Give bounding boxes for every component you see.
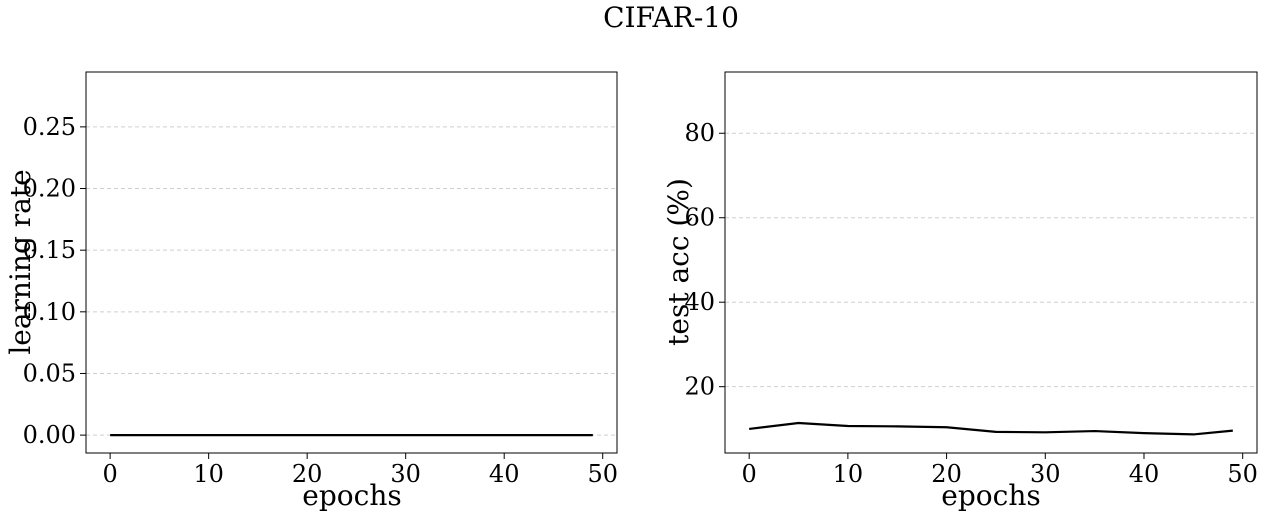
test-acc-gridlines xyxy=(725,132,1257,388)
learning-rate-x-tick-label: 30 xyxy=(390,460,421,488)
test-acc-series-line xyxy=(749,421,1233,436)
learning-rate-y-tick-label: 0.00 xyxy=(23,421,76,449)
learning-rate-ticks: 0.00 0.05 0.10 0.15 0.20 0.25 0 10 20 30 40 50 xyxy=(23,113,618,488)
test-acc-y-tick-label: 80 xyxy=(684,119,715,147)
figure-title: CIFAR-10 xyxy=(603,1,739,34)
test-acc-x-tick-label: 0 xyxy=(742,460,757,488)
learning-rate-y-tick-label: 0.20 xyxy=(23,175,76,203)
learning-rate-x-axis-label: epochs xyxy=(302,479,401,512)
learning-rate-y-tick-label: 0.15 xyxy=(23,236,76,264)
learning-rate-axes-frame xyxy=(85,71,618,454)
test-acc-x-tick-label: 40 xyxy=(1129,460,1160,488)
test-acc-x-tick-label: 10 xyxy=(833,460,864,488)
test-acc-series-layer xyxy=(749,421,1233,436)
learning-rate-y-axis-label: learning rate xyxy=(4,169,37,354)
test-acc-x-tick-label: 30 xyxy=(1030,460,1061,488)
test-acc-x-tick-label: 50 xyxy=(1227,460,1258,488)
test-acc-chart: 20 40 60 80 0 10 20 30 40 50 epochs test acc (%) xyxy=(662,71,1258,512)
test-acc-axes-frame xyxy=(724,71,1258,454)
learning-rate-y-tick-label: 0.05 xyxy=(23,359,76,387)
test-acc-y-axis-label: test acc (%) xyxy=(662,178,695,346)
test-acc-y-tick-label: 20 xyxy=(684,373,715,401)
learning-rate-x-tick-label: 10 xyxy=(193,460,224,488)
learning-rate-y-tick-label: 0.25 xyxy=(23,113,76,141)
learning-rate-chart: 0.00 0.05 0.10 0.15 0.20 0.25 0 10 20 30 40 50 epoc… xyxy=(4,71,618,512)
test-acc-y-tick-label: 40 xyxy=(684,288,715,316)
learning-rate-x-tick-label: 20 xyxy=(292,460,323,488)
test-acc-y-tick-label: 60 xyxy=(684,204,715,232)
learning-rate-y-tick-label: 0.10 xyxy=(23,298,76,326)
learning-rate-x-tick-label: 40 xyxy=(489,460,520,488)
test-acc-x-axis-label: epochs xyxy=(941,479,1040,512)
test-acc-ticks: 20 40 60 80 0 10 20 30 40 50 xyxy=(684,119,1258,488)
learning-rate-gridlines xyxy=(86,126,617,436)
learning-rate-x-tick-label: 0 xyxy=(102,460,117,488)
test-acc-x-tick-label: 20 xyxy=(931,460,962,488)
learning-rate-x-tick-label: 50 xyxy=(587,460,618,488)
